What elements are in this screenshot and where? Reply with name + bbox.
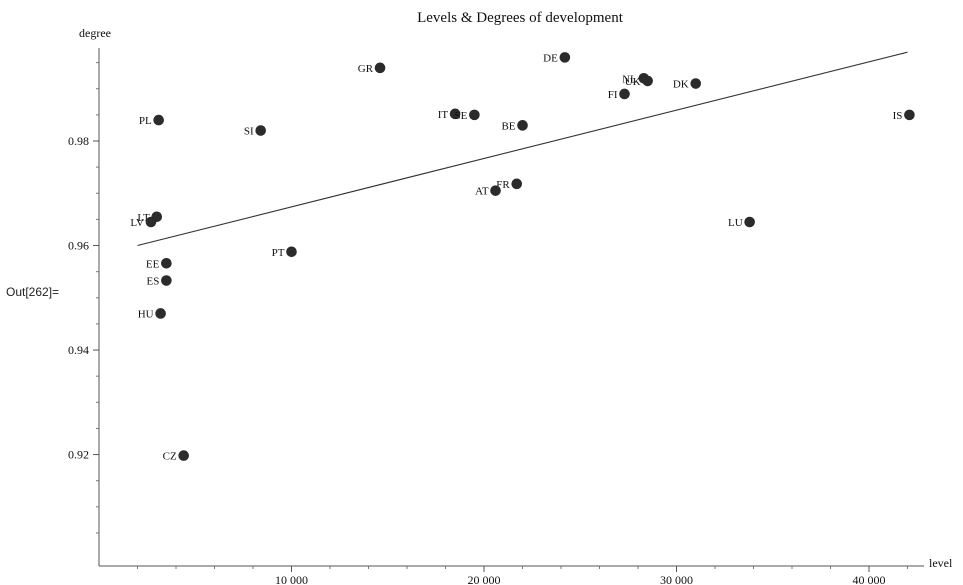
data-point-it bbox=[449, 108, 461, 120]
data-point-cz bbox=[178, 450, 189, 461]
point-label-lv: LV bbox=[130, 217, 144, 229]
point-label-ee: EE bbox=[146, 258, 160, 270]
x-tick-label: 20 000 bbox=[468, 573, 501, 585]
point-label-it: IT bbox=[438, 109, 449, 121]
point-label-si: SI bbox=[244, 126, 254, 138]
data-point-lu bbox=[744, 216, 755, 228]
point-label-cz: CZ bbox=[163, 451, 177, 463]
trend-line-group bbox=[137, 51, 908, 247]
data-point-dk bbox=[690, 78, 702, 89]
point-label-pt: PT bbox=[272, 247, 285, 259]
point-label-pl: PL bbox=[139, 115, 152, 127]
data-point-is bbox=[904, 109, 915, 121]
point-label-hu: HU bbox=[138, 308, 154, 320]
data-point-es bbox=[161, 275, 172, 286]
data-point-de bbox=[559, 52, 571, 63]
point-label-de: DE bbox=[543, 52, 558, 64]
point-label-be: BE bbox=[501, 120, 515, 132]
x-tick-label: 40 000 bbox=[853, 573, 886, 585]
data-point-fi bbox=[619, 88, 630, 100]
data-point-pl bbox=[153, 114, 164, 126]
x-axis-label: level bbox=[929, 556, 953, 570]
x-tick-label: 30 000 bbox=[660, 573, 693, 585]
point-label-fi: FI bbox=[608, 89, 618, 101]
y-tick-label: 0.96 bbox=[68, 239, 89, 253]
y-tick-label: 0.98 bbox=[68, 134, 89, 148]
data-point-be bbox=[517, 120, 528, 131]
chart-title: Levels & Degrees of development bbox=[417, 10, 624, 26]
data-point-si bbox=[255, 125, 266, 136]
y-tick-label: 0.94 bbox=[68, 343, 89, 357]
y-tick-label: 0.92 bbox=[68, 448, 89, 462]
point-label-is: IS bbox=[893, 110, 903, 122]
axis-ticks: 10 000 20 000 30 000 40 000 0.92 0.94 0.96 0.98 bbox=[68, 62, 908, 585]
data-point-at bbox=[490, 185, 501, 196]
point-label-es: ES bbox=[147, 276, 160, 288]
point-label-se: SE bbox=[455, 110, 468, 122]
point-label-nl: NL bbox=[622, 73, 637, 85]
point-label-gr: GR bbox=[358, 63, 374, 75]
data-point-gr bbox=[374, 62, 386, 74]
point-label-at: AT bbox=[475, 186, 489, 198]
data-point-uk bbox=[642, 75, 653, 87]
point-label-dk: DK bbox=[673, 79, 689, 91]
trend-line bbox=[137, 51, 908, 247]
x-tick-label: 10 000 bbox=[275, 573, 308, 585]
data-point-ee bbox=[161, 257, 172, 269]
data-point-hu bbox=[155, 308, 166, 319]
data-point-pt bbox=[286, 246, 297, 258]
data-point-se bbox=[469, 109, 480, 121]
point-label-lu: LU bbox=[728, 217, 743, 229]
point-label-uk: UK bbox=[625, 76, 641, 88]
y-axis-label: degree bbox=[79, 26, 111, 40]
output-cell-label: Out[262]= bbox=[6, 285, 60, 299]
data-point-lv bbox=[145, 216, 157, 228]
data-point-fr bbox=[511, 178, 523, 190]
